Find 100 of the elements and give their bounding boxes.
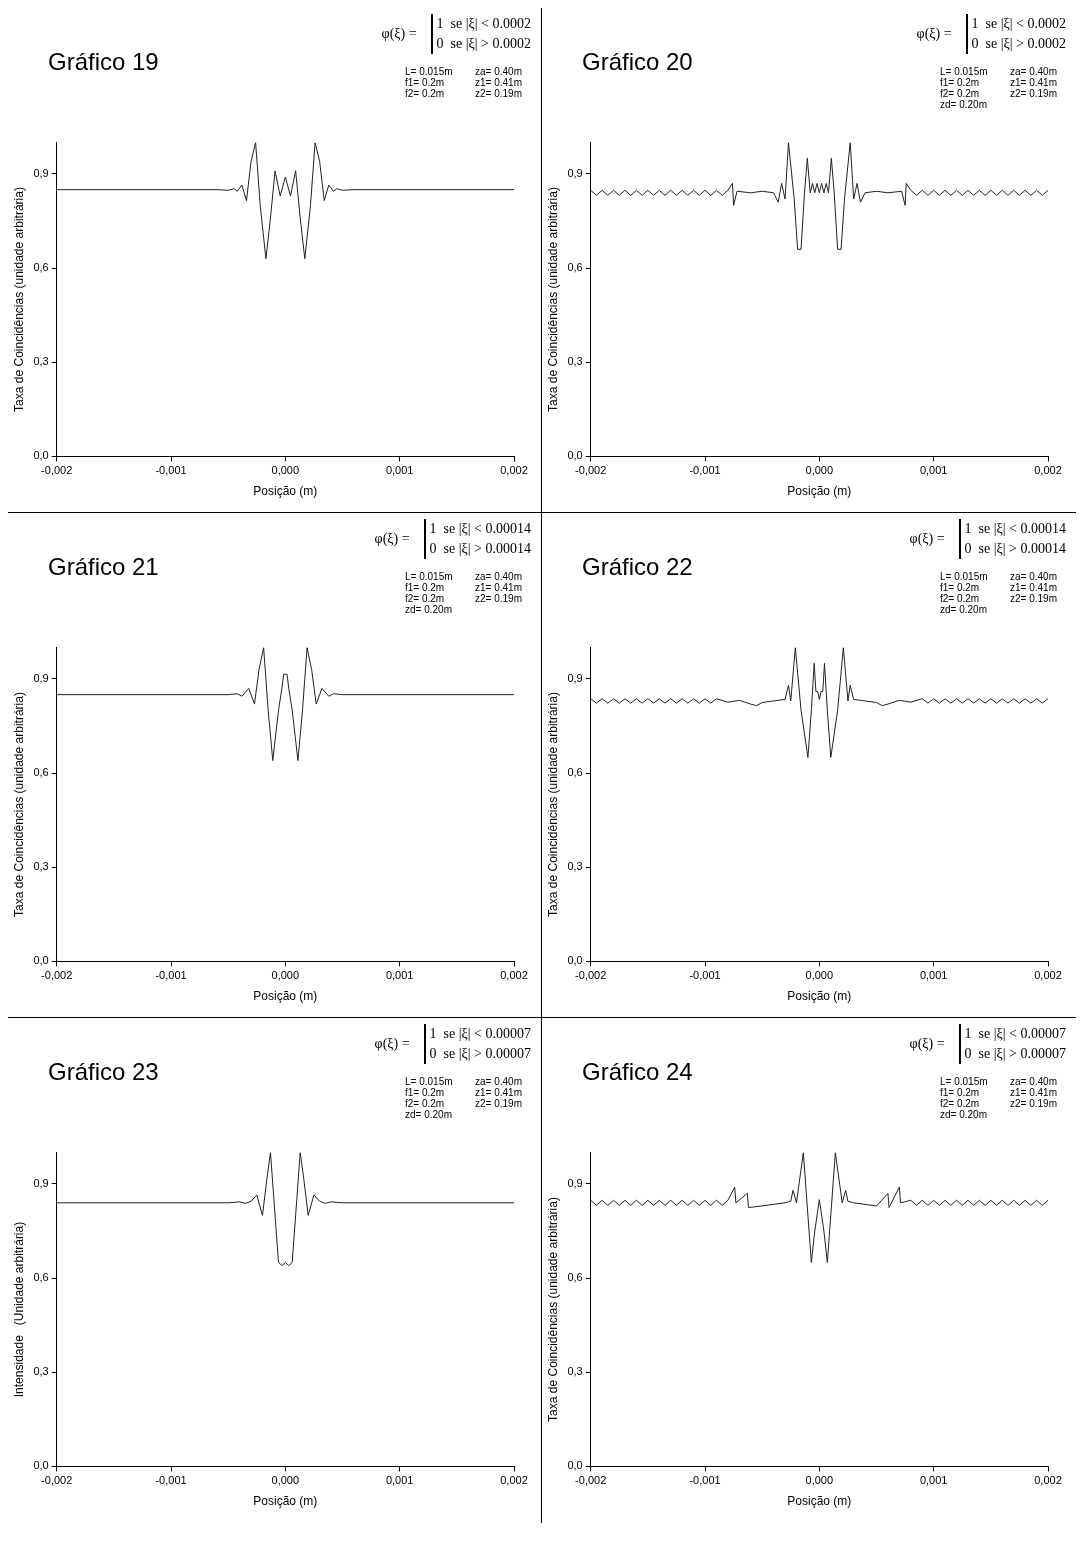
x-axis-title: Posição (m) [787,989,852,1004]
text: 0 se |ξ| > 0.0002 [971,35,1066,53]
x-tick-label: -0,001 [155,1474,187,1487]
x-tick-label: 0,000 [805,1474,834,1487]
text: z1= 0.41m [475,1087,523,1098]
x-tick-label: 0,001 [919,1474,948,1487]
text: 0 se |ξ| > 0.0002 [436,35,531,53]
text: zd= 0.20m [940,1109,988,1120]
x-tick-label: 0,002 [500,464,528,477]
x-tick-label: 0,000 [271,969,300,982]
y-axis-title: Taxa de Coincidências (unidade arbitrária) [545,692,560,917]
y-axis-title: Taxa de Coincidências (unidade arbitrária) [11,692,26,917]
x-tick-label: 0,002 [500,969,528,982]
x-axis-title: Posição (m) [253,484,318,499]
text: z1= 0.41m [475,582,523,593]
x-tick-label: 0,002 [500,1474,528,1487]
x-tick-label: 0,001 [385,969,414,982]
x-tick-label: 0,000 [271,1474,300,1487]
y-tick-label: 0,6 [567,261,583,274]
y-tick-label: 0,3 [567,860,583,873]
y-tick-label: 0,0 [33,449,49,462]
y-tick-label: 0,3 [33,355,49,368]
text: φ(ξ) = [909,1036,945,1052]
x-tick-label: -0,001 [689,464,721,477]
text: z2= 0.19m [1010,593,1058,604]
y-axis-title: Intensidade (Unidade arbitrária) [11,1221,26,1398]
text: z1= 0.41m [1010,77,1058,88]
y-tick-label: 0,6 [567,766,583,779]
x-tick-label: -0,002 [575,464,607,477]
text: f2= 0.2m [405,88,446,99]
x-tick-label: 0,002 [1034,969,1062,982]
x-tick-label: 0,001 [385,464,414,477]
x-tick-label: 0,001 [919,969,948,982]
text: za= 0.40m [475,571,523,582]
text: L= 0.015m [940,1076,989,1087]
y-tick-label: 0,0 [567,954,583,967]
text: z2= 0.19m [1010,1098,1058,1109]
text: 0 se |ξ| > 0.00007 [429,1045,531,1063]
x-axis-title: Posição (m) [253,989,318,1004]
text: f2= 0.2m [405,1098,446,1109]
text: za= 0.40m [475,1076,523,1087]
y-tick-label: 0,9 [33,672,49,685]
text: 0 se |ξ| > 0.00014 [429,540,531,558]
text: f1= 0.2m [940,582,981,593]
chart-title: Gráfico 19 [48,48,159,76]
x-tick-label: 0,000 [805,464,834,477]
x-tick-label: -0,002 [575,1474,607,1487]
x-tick-label: 0,000 [805,969,834,982]
text: f1= 0.2m [405,1087,446,1098]
text: z2= 0.19m [475,593,523,604]
y-tick-label: 0,9 [33,167,49,180]
chart-title: Gráfico 22 [582,553,693,581]
text: L= 0.015m [940,66,989,77]
text: f1= 0.2m [405,77,446,88]
y-tick-label: 0,0 [33,954,49,967]
y-tick-label: 0,9 [33,1177,49,1190]
x-tick-label: -0,001 [155,969,187,982]
chart-title: Gráfico 21 [48,553,159,581]
x-tick-label: 0,002 [1034,1474,1062,1487]
text: 1 se |ξ| < 0.0002 [971,15,1066,33]
chart-title: Gráfico 23 [48,1058,159,1086]
text: z1= 0.41m [475,77,523,88]
y-axis-title: Taxa de Coincidências (unidade arbitrária) [545,187,560,412]
text: zd= 0.20m [940,604,988,615]
y-tick-label: 0,6 [33,766,49,779]
y-tick-label: 0,0 [567,449,583,462]
text: L= 0.015m [405,1076,454,1087]
text: f2= 0.2m [940,88,981,99]
y-tick-label: 0,9 [567,167,583,180]
text: zd= 0.20m [405,1109,453,1120]
y-tick-label: 0,9 [567,672,583,685]
x-tick-label: -0,002 [575,969,607,982]
x-tick-label: -0,002 [41,969,73,982]
y-tick-label: 0,3 [567,355,583,368]
text: f1= 0.2m [940,77,981,88]
text: zd= 0.20m [405,604,453,615]
text: za= 0.40m [1010,66,1058,77]
x-tick-label: -0,001 [689,969,721,982]
text: f2= 0.2m [940,1098,981,1109]
text: za= 0.40m [1010,571,1058,582]
text: z1= 0.41m [1010,1087,1058,1098]
text: f2= 0.2m [405,593,446,604]
x-tick-label: -0,002 [41,464,73,477]
y-tick-label: 0,0 [567,1459,583,1472]
y-tick-label: 0,6 [33,261,49,274]
text: 1 se |ξ| < 0.00007 [429,1025,531,1043]
text: 1 se |ξ| < 0.00007 [964,1025,1066,1043]
x-axis-title: Posição (m) [787,484,852,499]
y-tick-label: 0,9 [567,1177,583,1190]
y-tick-label: 0,3 [33,860,49,873]
x-tick-label: 0,002 [1034,464,1062,477]
y-tick-label: 0,6 [33,1271,49,1284]
x-axis-title: Posição (m) [253,1494,318,1509]
text: zd= 0.20m [940,99,988,110]
text: f2= 0.2m [940,593,981,604]
text: 1 se |ξ| < 0.00014 [429,520,531,538]
y-axis-title: Taxa de Coincidências (unidade arbitrária) [545,1197,560,1422]
x-tick-label: -0,001 [689,1474,721,1487]
y-tick-label: 0,6 [567,1271,583,1284]
text: φ(ξ) = [916,26,952,42]
